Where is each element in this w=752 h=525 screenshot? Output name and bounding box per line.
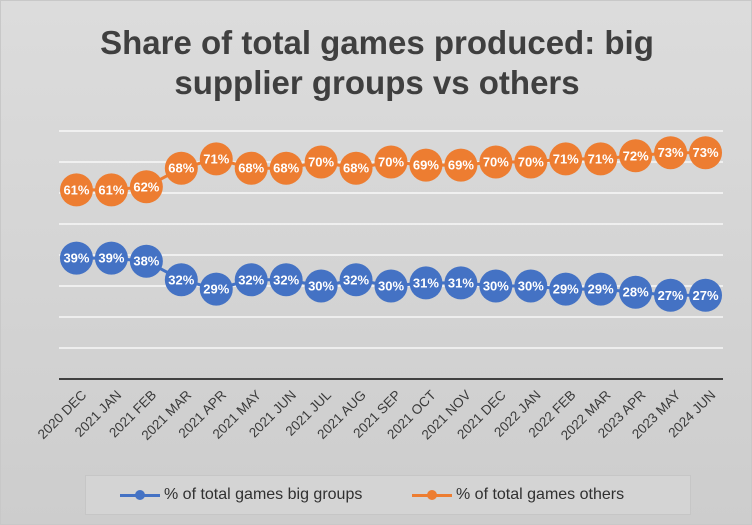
data-label: 30%	[308, 279, 334, 294]
data-label: 27%	[693, 288, 719, 303]
data-point	[549, 142, 583, 176]
data-point	[269, 263, 303, 297]
data-point	[654, 278, 688, 312]
data-point	[234, 151, 268, 185]
data-label: 70%	[483, 155, 509, 170]
data-label: 29%	[588, 282, 614, 297]
data-point	[514, 269, 548, 303]
data-label: 73%	[693, 145, 719, 160]
chart-title-line-2: supplier groups vs others	[174, 64, 580, 101]
data-point	[584, 142, 618, 176]
data-point	[444, 148, 478, 182]
data-point	[164, 151, 198, 185]
data-label: 31%	[448, 275, 474, 290]
data-point	[59, 241, 93, 275]
data-label: 32%	[168, 272, 194, 287]
data-point	[129, 170, 163, 204]
legend-swatch-others	[412, 490, 452, 500]
data-label: 70%	[308, 155, 334, 170]
data-point	[269, 151, 303, 185]
legend: % of total games big groups % of total g…	[85, 475, 691, 515]
data-label: 72%	[623, 148, 649, 163]
data-point	[94, 173, 128, 207]
data-label: 32%	[343, 272, 369, 287]
data-label: 68%	[343, 161, 369, 176]
chart-title-line-1: Share of total games produced: big	[100, 24, 654, 61]
data-point	[654, 136, 688, 170]
data-label: 38%	[133, 254, 159, 269]
data-point	[689, 136, 723, 170]
data-label: 70%	[378, 155, 404, 170]
data-point	[549, 272, 583, 306]
data-point	[199, 142, 233, 176]
data-label: 61%	[98, 182, 124, 197]
data-label: 61%	[63, 182, 89, 197]
data-label: 39%	[63, 251, 89, 266]
data-point	[374, 269, 408, 303]
data-label: 73%	[658, 145, 684, 160]
data-point	[129, 244, 163, 278]
data-point	[374, 145, 408, 179]
legend-swatch-big-groups	[120, 490, 160, 500]
data-point	[619, 275, 653, 309]
data-point	[514, 145, 548, 179]
data-label: 68%	[168, 161, 194, 176]
data-point	[409, 148, 443, 182]
data-label: 68%	[238, 161, 264, 176]
data-label: 32%	[273, 272, 299, 287]
data-label: 69%	[413, 158, 439, 173]
data-label: 30%	[378, 279, 404, 294]
data-point	[444, 266, 478, 300]
data-point	[164, 263, 198, 297]
data-point	[584, 272, 618, 306]
data-point	[409, 266, 443, 300]
data-label: 31%	[413, 275, 439, 290]
data-point	[234, 263, 268, 297]
chart-title: Share of total games produced: big suppl…	[1, 23, 752, 103]
data-label: 70%	[518, 155, 544, 170]
data-label: 27%	[658, 288, 684, 303]
data-label: 29%	[553, 282, 579, 297]
data-label: 28%	[623, 285, 649, 300]
data-label: 62%	[133, 179, 159, 194]
data-point	[479, 145, 513, 179]
data-label: 30%	[483, 279, 509, 294]
data-label: 39%	[98, 251, 124, 266]
data-label: 69%	[448, 158, 474, 173]
data-point	[479, 269, 513, 303]
data-point	[339, 263, 373, 297]
data-label: 29%	[203, 282, 229, 297]
data-label: 32%	[238, 272, 264, 287]
data-point	[94, 241, 128, 275]
legend-label-others: % of total games others	[456, 486, 625, 503]
data-point	[199, 272, 233, 306]
data-label: 68%	[273, 161, 299, 176]
legend-label-big-groups: % of total games big groups	[164, 486, 363, 503]
data-label: 30%	[518, 279, 544, 294]
data-point	[304, 145, 338, 179]
data-point	[619, 139, 653, 173]
data-label: 71%	[553, 151, 579, 166]
data-point	[304, 269, 338, 303]
data-label: 71%	[203, 151, 229, 166]
data-point	[59, 173, 93, 207]
data-point	[339, 151, 373, 185]
data-label: 71%	[588, 151, 614, 166]
data-point	[689, 278, 723, 312]
